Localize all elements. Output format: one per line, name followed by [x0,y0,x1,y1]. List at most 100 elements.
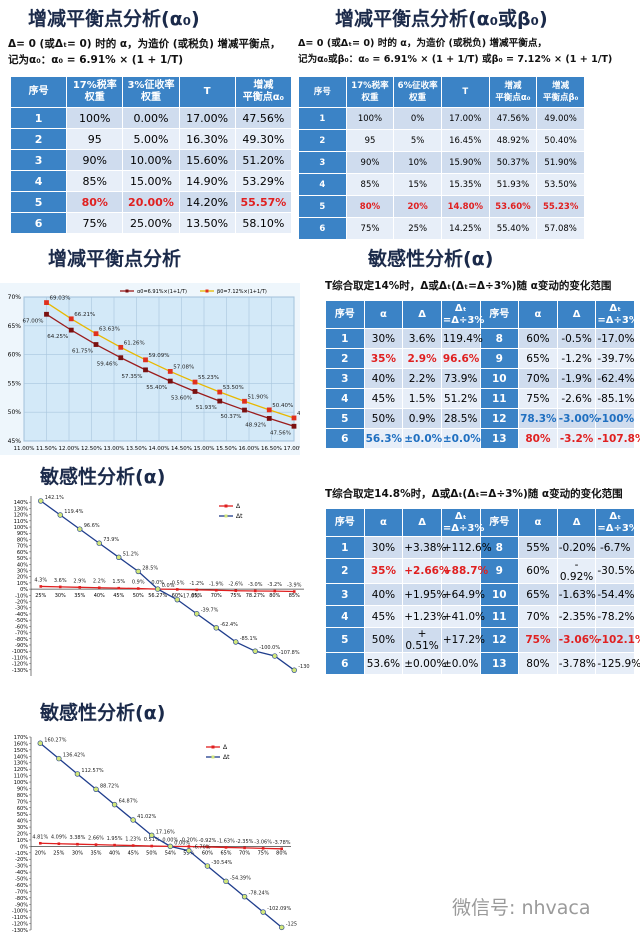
row-index: 2 [326,559,364,583]
cell: 55% [519,537,557,558]
column-header: 6%征收率 权重 [394,77,441,107]
legend-marker [224,504,228,508]
cell: -0.5% [557,329,596,348]
marker [136,587,140,590]
marker [292,590,296,593]
marker [291,667,297,673]
data-label: 51.93% [196,405,217,411]
cell: 50% [364,628,403,652]
x-tick-label: 15.50% [216,446,237,452]
column-header: T [179,77,235,107]
note: Δ= 0 (或Δₜ= 0) 时的 α，为造价 (或税负) 增减平衡点， [8,38,281,50]
cell: 95 [67,129,123,149]
cell: 85% [67,171,123,191]
marker [94,843,98,846]
marker [192,379,198,385]
table-row: 4 45% 1.5% 51.2% 11 75% -2.6% -85.1% [326,389,635,408]
y-tick-label: 130% [14,761,29,767]
y-tick-label: 100% [14,780,29,786]
x-tick-label: 40% [94,593,105,599]
data-label: 3.38% [69,835,85,841]
cell: 0.00% [123,108,179,128]
marker [167,843,173,850]
cell: -85.1% [596,389,635,408]
column-header: Δ [403,301,441,328]
y-tick-label: 140% [14,500,29,506]
cell: 60% [519,329,557,348]
data-label: -2.35% [236,839,254,845]
y-tick-label: -70% [15,631,28,637]
table-row: 2 35% +2.66% +88.7% 9 60% - 0.92% -30.5% [326,559,635,583]
data-label: 17.16% [156,829,175,835]
sensitivity-table: 序号 α Δ Δₜ =Δ÷3% 序号 α Δ Δₜ =Δ÷3% 1 30% +3.38% +112.6… [325,508,640,675]
legend-label: Δt [223,754,230,761]
cell: 75% [67,213,123,233]
column-header: Δₜ =Δ÷3% [596,509,639,536]
table-row: 1 30% +3.38% +112.6% 8 55% -0.20% -6.7% [326,537,634,558]
cell: 15% [394,174,441,195]
marker [266,407,272,413]
marker [213,625,219,631]
cell: 49.30% [235,129,291,149]
x-tick-label: 65% [220,850,231,856]
table-row: 2 95 5.00% 16.30% 49.30% [11,129,291,149]
cell: -1.63% [557,584,596,605]
data-label: -3.78% [273,840,291,846]
cell: 65% [519,584,557,605]
data-label: -0.92% [199,838,217,844]
marker [233,639,239,645]
cell: 60% [519,559,557,583]
marker [37,740,43,746]
data-label: 61.26% [124,340,145,346]
table-row: 6 75% 25% 14.25% 55.40% 57.08% [299,218,584,239]
data-label: 57.35% [122,374,143,380]
y-tick-label: -90% [15,643,28,649]
data-label: 66.21% [74,312,95,318]
y-tick-label: 10% [17,838,28,844]
cell: -0.20% [557,537,596,558]
marker [74,771,81,777]
marker [175,588,179,591]
data-label: 4.09% [51,835,67,841]
cell: 5.00% [123,129,179,149]
data-label: 0.00% [162,837,178,843]
y-tick-label: -80% [15,896,28,902]
y-tick-label: 60% [17,806,28,812]
marker [234,589,238,593]
row-index: 2 [326,349,364,368]
legend-label: Δt [236,513,243,520]
legend-marker [224,514,228,518]
row-index: 3 [326,369,364,388]
y-tick-label: 50% [17,556,28,562]
row-index: 5 [299,196,346,217]
x-tick-label: 45% [113,593,124,599]
y-tick-label: 100% [14,525,29,531]
column-header: α [364,509,403,536]
series-line [40,500,295,671]
y-tick-label: 30% [17,568,28,574]
row-index: 12 [480,628,519,652]
data-label: 48.92% [245,422,266,428]
data-label: -125.94% [286,921,297,927]
y-tick-label: 50% [17,812,28,818]
y-tick-label: -90% [15,902,28,908]
cell: 0% [394,108,441,129]
y-tick-label: -100% [12,649,28,655]
cell: 1.5% [403,389,441,408]
y-tick-label: -110% [12,655,28,661]
marker [38,498,44,504]
marker [97,586,101,590]
marker [116,554,122,561]
data-label: -102.09% [267,906,291,912]
index-header: 序号 [299,77,346,107]
note: T综合取定14%时，Δ或Δₜ(Δₜ=Δ÷3%)随 α变动的变化范围 [325,280,612,292]
y-tick-label: -10% [15,593,28,599]
legend-marker [211,755,215,759]
marker [68,327,74,333]
table-row: 1 30% 3.6% 119.4% 8 60% -0.5% -17.0% [326,329,635,348]
x-tick-label: 78.27% [246,593,265,599]
sensitivity-table: 序号 α Δ Δₜ =Δ÷3% 序号 α Δ Δₜ =Δ÷3% 1 30% 3.6% 119.4% 8 6… [325,300,640,449]
x-tick-label: 14.00% [149,446,170,452]
table-row: 5 80% 20.00% 14.20% 55.57% [11,192,291,212]
data-label: -1.2% [189,581,204,587]
